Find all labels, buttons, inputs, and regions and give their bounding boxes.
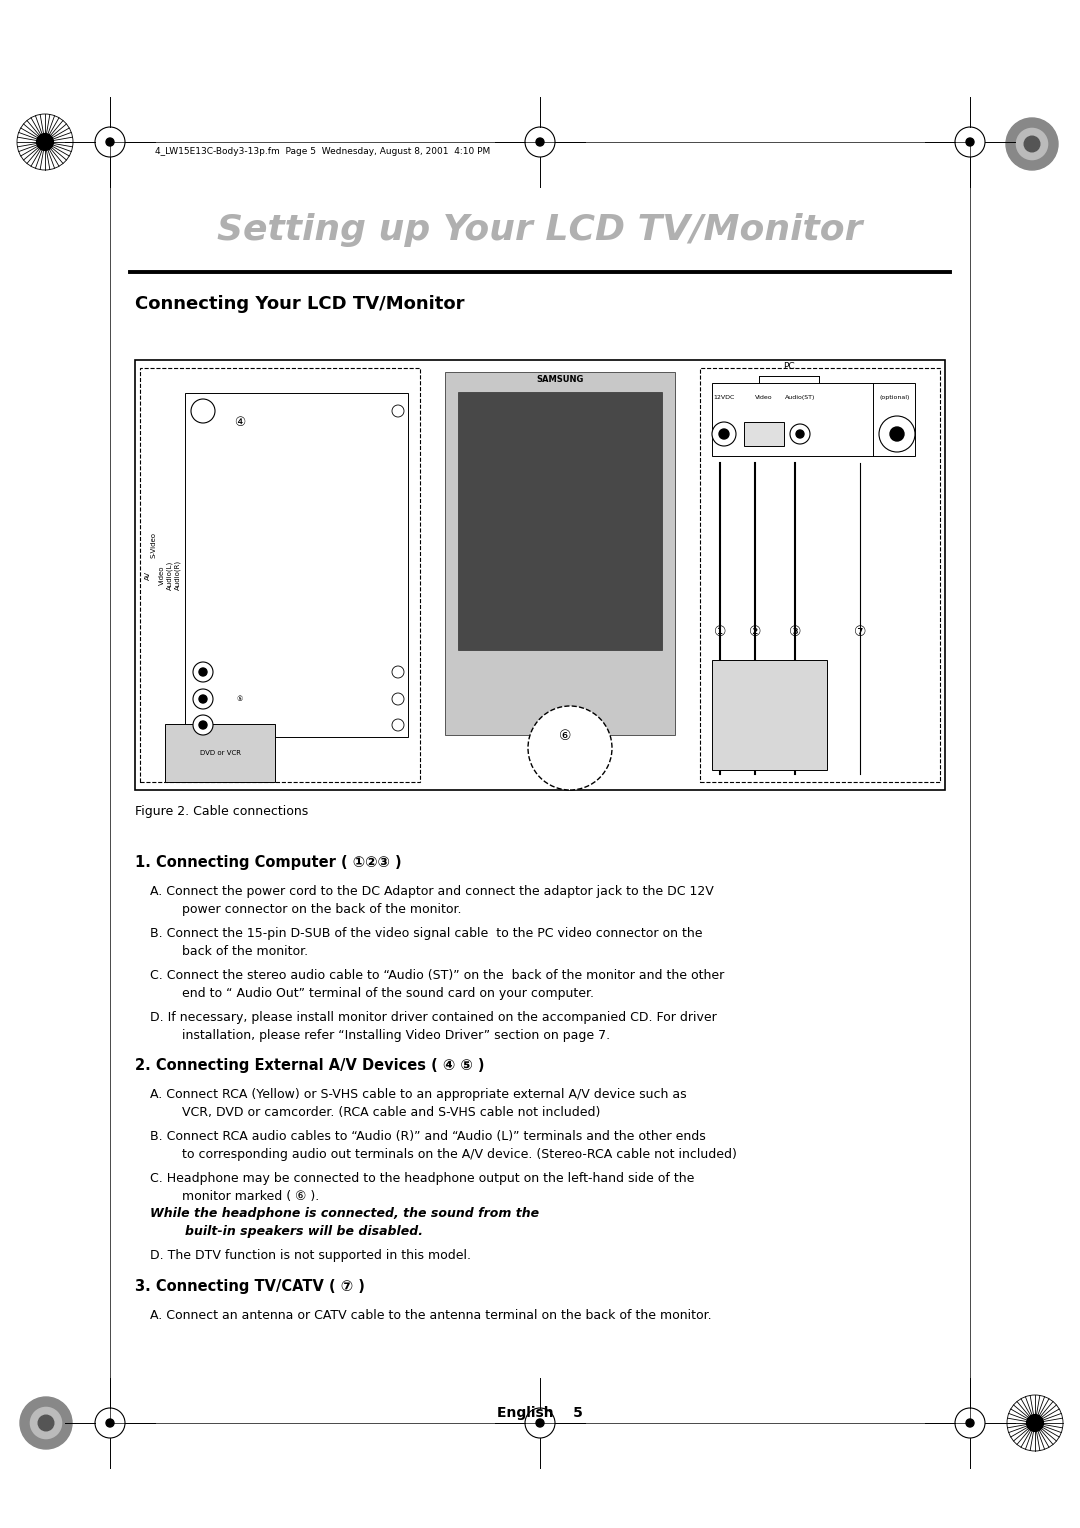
Text: ⑥: ⑥ bbox=[558, 729, 571, 743]
Text: Video: Video bbox=[159, 565, 165, 585]
Circle shape bbox=[191, 399, 215, 423]
Circle shape bbox=[38, 1415, 54, 1430]
FancyBboxPatch shape bbox=[165, 724, 275, 782]
FancyBboxPatch shape bbox=[135, 361, 945, 790]
Circle shape bbox=[37, 133, 53, 150]
FancyBboxPatch shape bbox=[744, 422, 784, 446]
Text: A. Connect the power cord to the DC Adaptor and connect the adaptor jack to the : A. Connect the power cord to the DC Adap… bbox=[150, 885, 714, 898]
Circle shape bbox=[392, 694, 404, 704]
Text: monitor marked ( ⑥ ).: monitor marked ( ⑥ ). bbox=[150, 1189, 323, 1203]
Circle shape bbox=[712, 422, 735, 446]
Circle shape bbox=[1016, 128, 1048, 159]
Circle shape bbox=[1005, 118, 1058, 170]
Text: ④: ④ bbox=[234, 417, 245, 429]
Circle shape bbox=[796, 429, 804, 439]
Text: 12VDC: 12VDC bbox=[713, 396, 734, 400]
Circle shape bbox=[392, 666, 404, 678]
Text: Audio(R): Audio(R) bbox=[175, 559, 181, 590]
Text: ⑤: ⑤ bbox=[237, 695, 243, 701]
Text: English    5: English 5 bbox=[497, 1406, 583, 1420]
FancyBboxPatch shape bbox=[712, 660, 827, 770]
Circle shape bbox=[789, 423, 810, 445]
Circle shape bbox=[966, 138, 974, 147]
Circle shape bbox=[199, 721, 207, 729]
Text: ②: ② bbox=[748, 625, 761, 639]
Circle shape bbox=[106, 1420, 114, 1427]
FancyBboxPatch shape bbox=[700, 368, 940, 782]
Circle shape bbox=[193, 715, 213, 735]
Circle shape bbox=[879, 416, 915, 452]
Text: ⑦: ⑦ bbox=[854, 625, 866, 639]
Text: C. Connect the stereo audio cable to “Audio (ST)” on the  back of the monitor an: C. Connect the stereo audio cable to “Au… bbox=[150, 969, 725, 983]
Circle shape bbox=[536, 138, 544, 147]
Circle shape bbox=[193, 662, 213, 681]
Text: A. Connect an antenna or CATV cable to the antenna terminal on the back of the m: A. Connect an antenna or CATV cable to t… bbox=[150, 1308, 712, 1322]
Circle shape bbox=[392, 405, 404, 417]
Circle shape bbox=[966, 1420, 974, 1427]
Circle shape bbox=[199, 695, 207, 703]
Text: B. Connect the 15-pin D-SUB of the video signal cable  to the PC video connector: B. Connect the 15-pin D-SUB of the video… bbox=[150, 927, 702, 940]
Text: Audio(L): Audio(L) bbox=[166, 561, 173, 590]
Text: end to “ Audio Out” terminal of the sound card on your computer.: end to “ Audio Out” terminal of the soun… bbox=[150, 987, 594, 999]
Text: PC: PC bbox=[783, 362, 795, 371]
Circle shape bbox=[536, 1420, 544, 1427]
Circle shape bbox=[30, 1407, 62, 1438]
Text: installation, please refer “Installing Video Driver” section on page 7.: installation, please refer “Installing V… bbox=[150, 1028, 610, 1042]
Text: C. Headphone may be connected to the headphone output on the left-hand side of t: C. Headphone may be connected to the hea… bbox=[150, 1172, 694, 1186]
Text: DVD or VCR: DVD or VCR bbox=[200, 750, 241, 756]
Text: While the headphone is connected, the sound from the: While the headphone is connected, the so… bbox=[150, 1207, 539, 1219]
Text: Setting up Your LCD TV/Monitor: Setting up Your LCD TV/Monitor bbox=[217, 212, 863, 248]
Text: Video: Video bbox=[755, 396, 773, 400]
Text: S-Video: S-Video bbox=[151, 532, 157, 558]
Text: back of the monitor.: back of the monitor. bbox=[150, 944, 308, 958]
FancyBboxPatch shape bbox=[712, 384, 915, 455]
Circle shape bbox=[719, 429, 729, 439]
FancyBboxPatch shape bbox=[458, 393, 662, 649]
Circle shape bbox=[392, 720, 404, 730]
Text: Audio(ST): Audio(ST) bbox=[785, 396, 815, 400]
Text: A. Connect RCA (Yellow) or S-VHS cable to an appropriate external A/V device suc: A. Connect RCA (Yellow) or S-VHS cable t… bbox=[150, 1088, 687, 1102]
FancyBboxPatch shape bbox=[185, 393, 408, 736]
Text: Connecting Your LCD TV/Monitor: Connecting Your LCD TV/Monitor bbox=[135, 295, 464, 313]
FancyBboxPatch shape bbox=[140, 368, 420, 782]
Circle shape bbox=[193, 689, 213, 709]
Text: VCR, DVD or camcorder. (RCA cable and S-VHS cable not included): VCR, DVD or camcorder. (RCA cable and S-… bbox=[150, 1105, 600, 1118]
Circle shape bbox=[1024, 136, 1040, 151]
Text: (optional): (optional) bbox=[879, 396, 910, 400]
Text: built-in speakers will be disabled.: built-in speakers will be disabled. bbox=[150, 1224, 423, 1238]
Circle shape bbox=[1027, 1415, 1043, 1432]
Text: Figure 2. Cable connections: Figure 2. Cable connections bbox=[135, 805, 308, 817]
Circle shape bbox=[106, 138, 114, 147]
Text: ③: ③ bbox=[788, 625, 801, 639]
Text: ①: ① bbox=[714, 625, 726, 639]
Text: D. If necessary, please install monitor driver contained on the accompanied CD. : D. If necessary, please install monitor … bbox=[150, 1012, 717, 1024]
Circle shape bbox=[199, 668, 207, 675]
Circle shape bbox=[890, 426, 904, 442]
Text: B. Connect RCA audio cables to “Audio (R)” and “Audio (L)” terminals and the oth: B. Connect RCA audio cables to “Audio (R… bbox=[150, 1131, 705, 1143]
Text: 3. Connecting TV/CATV ( ⑦ ): 3. Connecting TV/CATV ( ⑦ ) bbox=[135, 1279, 365, 1294]
Text: D. The DTV function is not supported in this model.: D. The DTV function is not supported in … bbox=[150, 1248, 471, 1262]
Circle shape bbox=[21, 1397, 72, 1449]
Text: 1. Connecting Computer ( ①②③ ): 1. Connecting Computer ( ①②③ ) bbox=[135, 856, 402, 869]
Circle shape bbox=[528, 706, 612, 790]
FancyBboxPatch shape bbox=[445, 371, 675, 735]
Text: to corresponding audio out terminals on the A/V device. (Stereo-RCA cable not in: to corresponding audio out terminals on … bbox=[150, 1148, 737, 1160]
Text: 4_LW15E13C-Body3-13p.fm  Page 5  Wednesday, August 8, 2001  4:10 PM: 4_LW15E13C-Body3-13p.fm Page 5 Wednesday… bbox=[156, 147, 490, 156]
Text: 2. Connecting External A/V Devices ( ④ ⑤ ): 2. Connecting External A/V Devices ( ④ ⑤… bbox=[135, 1057, 485, 1073]
Text: power connector on the back of the monitor.: power connector on the back of the monit… bbox=[150, 903, 461, 915]
Text: SAMSUNG: SAMSUNG bbox=[537, 374, 583, 384]
Text: AV: AV bbox=[145, 570, 151, 579]
